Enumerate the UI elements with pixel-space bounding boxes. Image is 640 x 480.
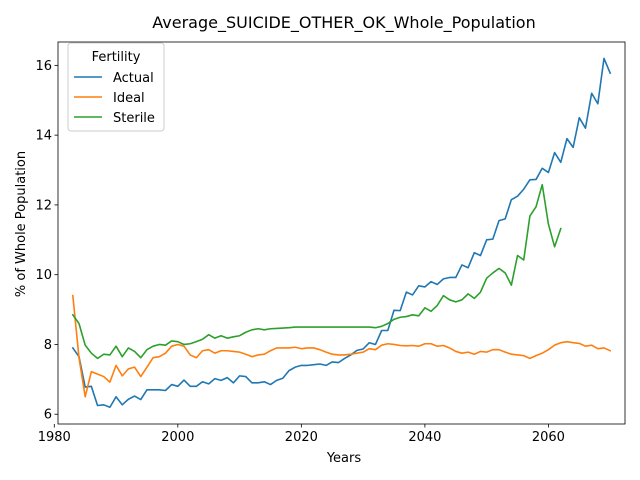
x-axis-ticks: 1980 2000 2020 2040 2060 — [38, 424, 565, 445]
x-tick-label: 2040 — [408, 430, 441, 445]
y-axis-ticks: 6 8 10 12 14 16 — [35, 59, 58, 423]
series-group — [71, 57, 612, 409]
legend-label-sterile: Sterile — [113, 111, 155, 126]
chart-title: Average_SUICIDE_OTHER_OK_Whole_Populatio… — [152, 13, 535, 33]
y-tick-label: 8 — [44, 338, 52, 353]
legend-label-ideal: Ideal — [113, 91, 145, 106]
y-tick-label: 14 — [35, 129, 52, 144]
x-tick-label: 2060 — [532, 430, 565, 445]
x-axis-title: Years — [326, 451, 362, 466]
y-tick-label: 10 — [35, 268, 52, 283]
legend-box — [67, 42, 165, 132]
legend: Fertility Actual Ideal Sterile — [67, 42, 165, 132]
legend-entries: Actual Ideal Sterile — [74, 71, 155, 126]
x-tick-label: 2020 — [285, 430, 318, 445]
series-line-ideal — [71, 294, 612, 398]
series-line-actual — [71, 57, 612, 409]
legend-label-actual: Actual — [113, 71, 154, 86]
x-tick-label: 2000 — [161, 430, 194, 445]
legend-title: Fertility — [92, 50, 141, 65]
series-line-sterile — [71, 183, 562, 360]
y-tick-label: 6 — [44, 408, 52, 423]
x-tick-label: 1980 — [38, 430, 71, 445]
plot-frame — [57, 41, 626, 425]
y-tick-label: 16 — [35, 59, 52, 74]
y-axis-title: % of Whole Population — [14, 151, 29, 297]
plot-area: 1980 2000 2020 2040 2060 6 8 10 12 14 16 — [35, 41, 626, 445]
y-tick-label: 12 — [35, 198, 52, 213]
